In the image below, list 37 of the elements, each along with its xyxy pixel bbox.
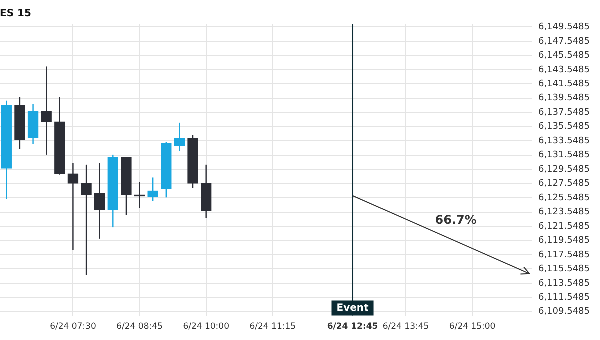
y-tick-label: 6,109.5485 bbox=[538, 307, 590, 318]
y-tick-label: 6,141.5485 bbox=[538, 79, 590, 90]
y-tick-label: 6,147.5485 bbox=[538, 36, 590, 47]
candlestick bbox=[41, 66, 52, 156]
y-tick-label: 6,129.5485 bbox=[538, 164, 590, 175]
candlestick bbox=[68, 162, 79, 251]
y-tick-label: 6,113.5485 bbox=[538, 278, 590, 289]
y-tick-label: 6,111.5485 bbox=[538, 293, 590, 304]
y-tick-label: 6,119.5485 bbox=[538, 236, 590, 246]
y-tick-label: 6,143.5485 bbox=[538, 65, 590, 76]
y-tick-label: 6,123.5485 bbox=[538, 208, 590, 218]
y-tick-label: 6,137.5485 bbox=[538, 108, 590, 118]
y-tick-label: 6,145.5485 bbox=[538, 51, 590, 62]
y-tick-label: 6,125.5485 bbox=[538, 193, 590, 204]
y-tick-label: 6,115.5485 bbox=[538, 264, 590, 275]
x-tick-label: 6/24 08:45 bbox=[116, 322, 163, 332]
y-tick-label: 6,117.5485 bbox=[538, 250, 590, 260]
x-tick-label: 6/24 07:30 bbox=[50, 322, 96, 332]
x-tick-label: 6/24 12:45 bbox=[327, 322, 378, 332]
candlestick bbox=[94, 162, 106, 240]
candlestick bbox=[148, 177, 158, 202]
y-tick-label: 6,127.5485 bbox=[538, 179, 590, 190]
y-tick-label: 6,135.5485 bbox=[538, 122, 590, 132]
y-tick-label: 6,131.5485 bbox=[538, 150, 590, 161]
x-tick-label: 6/24 15:00 bbox=[449, 322, 496, 332]
y-tick-label: 6,133.5485 bbox=[538, 136, 590, 146]
x-tick-label: 6/24 10:00 bbox=[183, 322, 230, 332]
candlestick bbox=[174, 122, 186, 152]
annotation: 66.7% bbox=[435, 213, 477, 228]
candlestick bbox=[81, 164, 92, 276]
y-tick-label: 6,139.5485 bbox=[538, 94, 590, 104]
x-tick-label: 6/24 13:45 bbox=[382, 322, 430, 332]
x-tick-label: 6/24 11:15 bbox=[250, 322, 296, 332]
y-tick-label: 6,149.5485 bbox=[538, 22, 590, 33]
y-tick-label: 6,121.5485 bbox=[538, 222, 590, 232]
chart-title: ES 15 bbox=[0, 8, 32, 20]
ref-line-label: Event bbox=[336, 302, 369, 314]
